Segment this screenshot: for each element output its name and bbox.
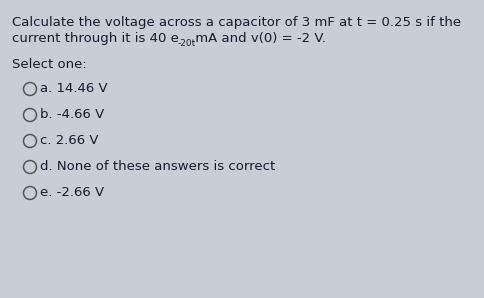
Text: d. None of these answers is correct: d. None of these answers is correct — [41, 160, 276, 173]
Text: a. 14.46 V: a. 14.46 V — [41, 82, 108, 95]
Text: Select one:: Select one: — [12, 58, 87, 71]
Text: e. -2.66 V: e. -2.66 V — [41, 186, 105, 199]
Text: c. 2.66 V: c. 2.66 V — [41, 134, 99, 147]
Text: mA and v(0) = -2 V.: mA and v(0) = -2 V. — [192, 32, 326, 45]
Text: -20t: -20t — [177, 39, 196, 48]
Text: Calculate the voltage across a capacitor of 3 mF at t = 0.25 s if the: Calculate the voltage across a capacitor… — [12, 16, 461, 29]
Text: b. -4.66 V: b. -4.66 V — [41, 108, 105, 121]
Text: current through it is 40 e: current through it is 40 e — [12, 32, 179, 45]
